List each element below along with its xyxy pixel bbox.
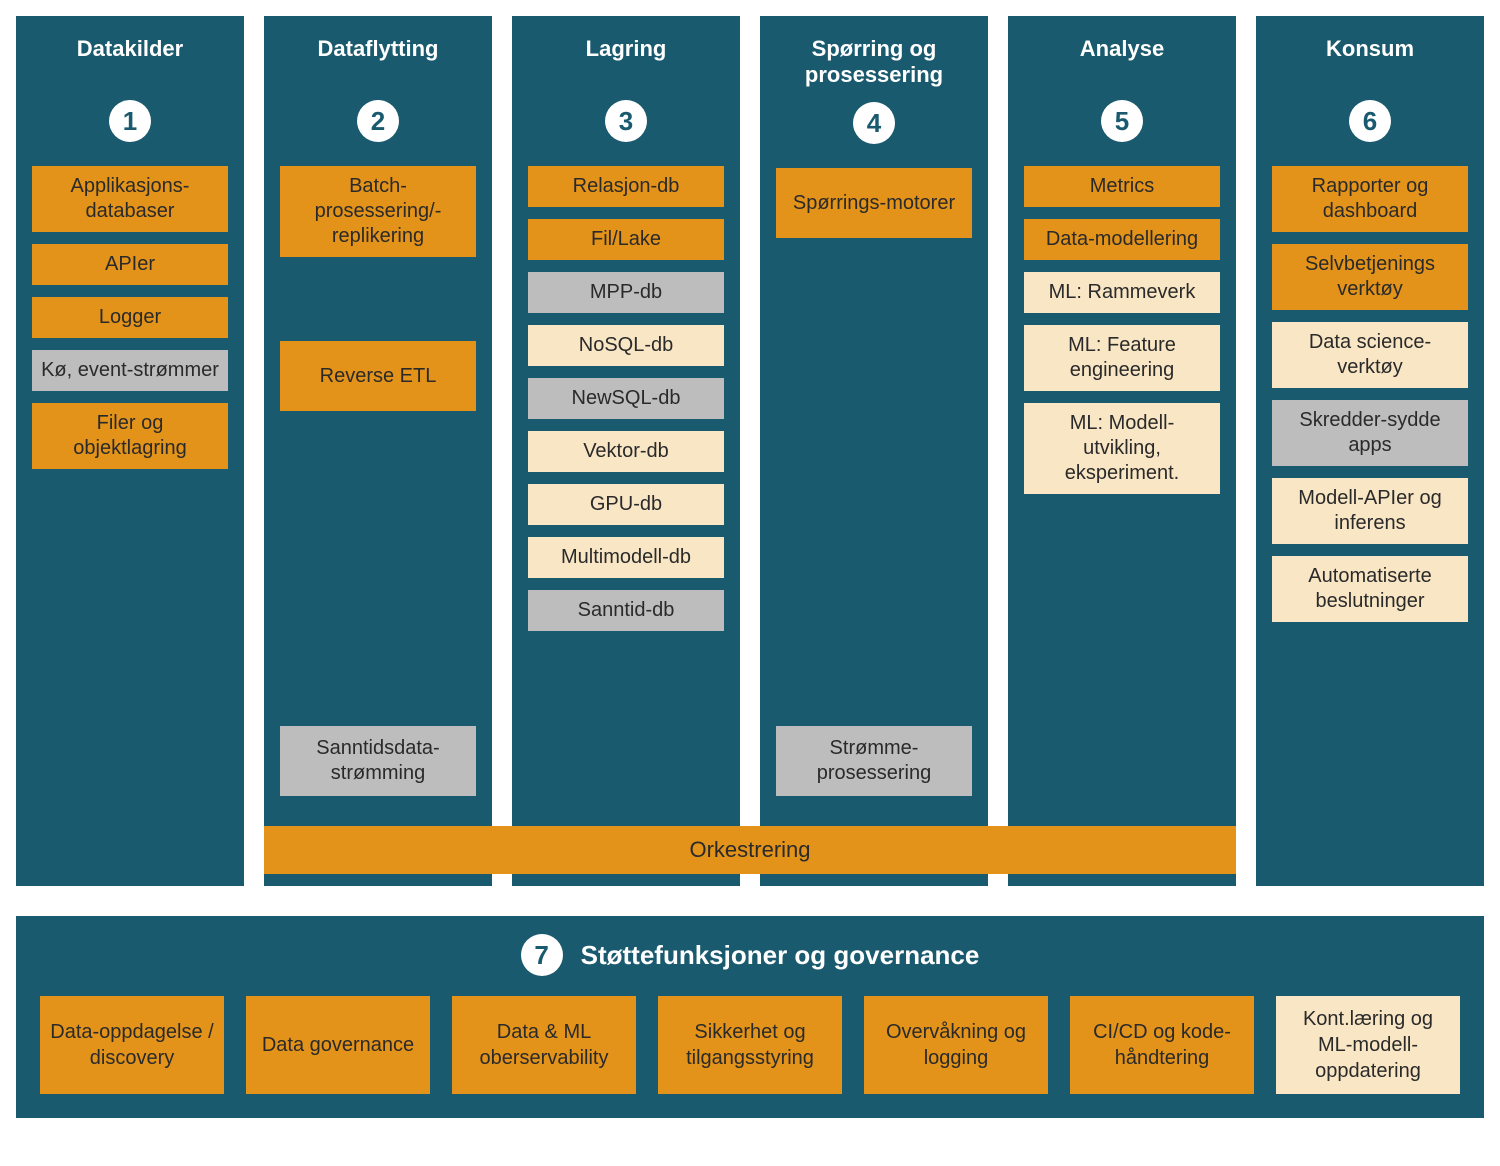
column-spoerring: Spørring og prosessering 4 Spørrings-mot… [760, 16, 988, 886]
governance-title: Støttefunksjoner og governance [581, 940, 980, 971]
item-box: NoSQL-db [528, 325, 724, 366]
item-box: Strømme-prosessering [776, 726, 972, 796]
item-box: Fil/Lake [528, 219, 724, 260]
column-number-badge: 3 [605, 100, 647, 142]
column-number-badge: 2 [357, 100, 399, 142]
gov-item-box: Sikkerhet og tilgangsstyring [658, 996, 842, 1094]
item-box: NewSQL-db [528, 378, 724, 419]
column-datakilder: Datakilder 1 Applikasjons-databaser APIe… [16, 16, 244, 886]
orchestration-bar: Orkestrering [264, 826, 1236, 874]
column-items: Batch-prosessering/-replikering Reverse … [280, 166, 476, 866]
columns-row: Datakilder 1 Applikasjons-databaser APIe… [16, 16, 1484, 886]
architecture-diagram: Datakilder 1 Applikasjons-databaser APIe… [16, 16, 1484, 1150]
item-box: Vektor-db [528, 431, 724, 472]
item-box: Data-modellering [1024, 219, 1220, 260]
column-title: Analyse [1024, 16, 1220, 94]
item-box: Filer og objektlagring [32, 403, 228, 469]
gov-item-box: Data governance [246, 996, 430, 1094]
item-box: Batch-prosessering/-replikering [280, 166, 476, 257]
item-box: MPP-db [528, 272, 724, 313]
gov-item-box: Data-oppdagelse / discovery [40, 996, 224, 1094]
column-title: Lagring [528, 16, 724, 94]
column-items: Applikasjons-databaser APIer Logger Kø, … [32, 166, 228, 469]
item-box: Modell-APIer og inferens [1272, 478, 1468, 544]
item-box: Kø, event-strømmer [32, 350, 228, 391]
column-number-badge: 5 [1101, 100, 1143, 142]
column-lagring: Lagring 3 Relasjon-db Fil/Lake MPP-db No… [512, 16, 740, 886]
item-box: Rapporter og dashboard [1272, 166, 1468, 232]
column-items: Relasjon-db Fil/Lake MPP-db NoSQL-db New… [528, 166, 724, 701]
column-konsum: Konsum 6 Rapporter og dashboard Selvbetj… [1256, 16, 1484, 886]
item-box: ML: Rammeverk [1024, 272, 1220, 313]
column-items: Metrics Data-modellering ML: Rammeverk M… [1024, 166, 1220, 564]
governance-panel: 7 Støttefunksjoner og governance Data-op… [16, 916, 1484, 1118]
column-number-badge: 1 [109, 100, 151, 142]
column-title: Spørring og prosessering [776, 16, 972, 96]
item-box: Multimodell-db [528, 537, 724, 578]
column-number-badge: 4 [853, 102, 895, 144]
column-title: Dataflytting [280, 16, 476, 94]
gov-item-box: CI/CD og kode-håndtering [1070, 996, 1254, 1094]
item-box: APIer [32, 244, 228, 285]
column-analyse: Analyse 5 Metrics Data-modellering ML: R… [1008, 16, 1236, 886]
item-box: Automatiserte beslutninger [1272, 556, 1468, 622]
item-box: Logger [32, 297, 228, 338]
gov-item-box: Kont.læring og ML-modell-oppdatering [1276, 996, 1460, 1094]
item-box: Relasjon-db [528, 166, 724, 207]
item-box: Sanntid-db [528, 590, 724, 631]
item-box: Applikasjons-databaser [32, 166, 228, 232]
item-box: ML: Modell-utvikling, eksperiment. [1024, 403, 1220, 494]
item-box: Metrics [1024, 166, 1220, 207]
gov-item-box: Overvåkning og logging [864, 996, 1048, 1094]
governance-header: 7 Støttefunksjoner og governance [40, 934, 1460, 976]
column-title: Konsum [1272, 16, 1468, 94]
governance-items: Data-oppdagelse / discovery Data governa… [40, 996, 1460, 1094]
column-dataflytting: Dataflytting 2 Batch-prosessering/-repli… [264, 16, 492, 886]
governance-number-badge: 7 [521, 934, 563, 976]
column-title: Datakilder [32, 16, 228, 94]
item-box: GPU-db [528, 484, 724, 525]
item-box: Spørrings-motorer [776, 168, 972, 238]
item-box: ML: Feature engineering [1024, 325, 1220, 391]
orchestration-label: Orkestrering [689, 837, 810, 863]
item-box: Sanntidsdata-strømming [280, 726, 476, 796]
column-number-badge: 6 [1349, 100, 1391, 142]
item-box: Skredder-sydde apps [1272, 400, 1468, 466]
column-items: Rapporter og dashboard Selvbetjenings ve… [1272, 166, 1468, 622]
item-box: Reverse ETL [280, 341, 476, 411]
item-box: Data science-verktøy [1272, 322, 1468, 388]
gov-item-box: Data & ML oberservability [452, 996, 636, 1094]
column-items: Spørrings-motorer Strømme-prosessering [776, 168, 972, 866]
item-box: Selvbetjenings verktøy [1272, 244, 1468, 310]
